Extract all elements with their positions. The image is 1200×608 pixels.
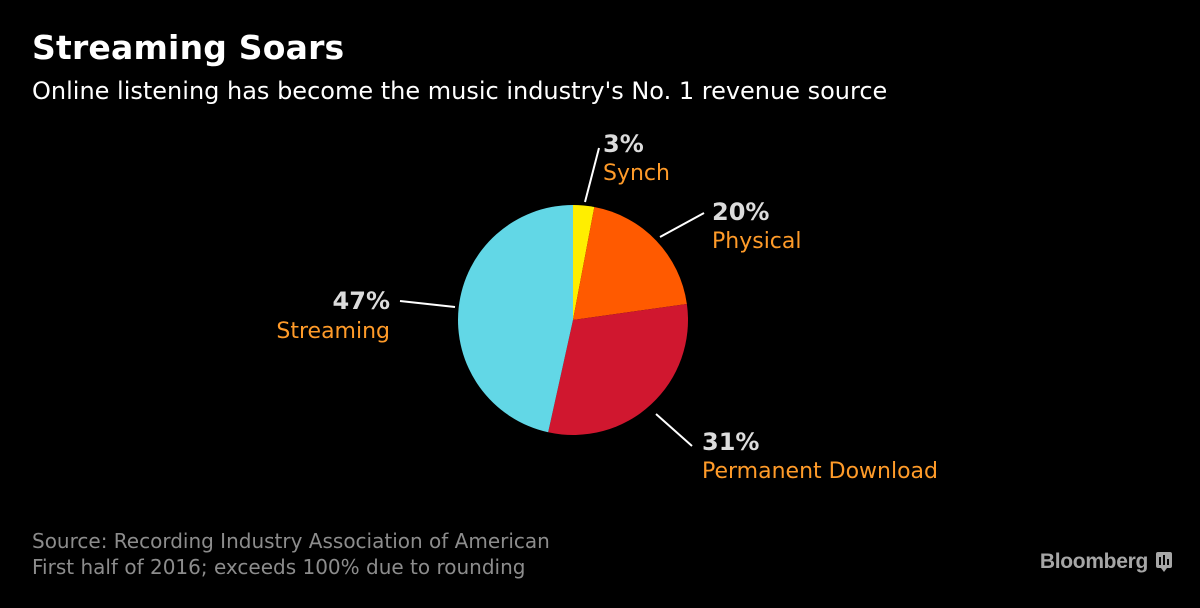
leader-line-streaming xyxy=(399,300,456,308)
pie-slice-synch xyxy=(573,205,595,320)
pie-slice-permanent-download xyxy=(548,303,688,435)
bloomberg-terminal-icon xyxy=(1156,552,1172,572)
footnote-line: First half of 2016; exceeds 100% due to … xyxy=(32,555,526,579)
category-label-physical: Physical xyxy=(712,229,802,254)
category-label-streaming: Streaming xyxy=(276,319,390,344)
source-line: Source: Recording Industry Association o… xyxy=(32,529,550,553)
value-label-permanent-download: 31% xyxy=(702,428,759,456)
leader-line-physical xyxy=(659,212,705,238)
brand-logo-text: Bloomberg xyxy=(1039,550,1148,573)
chart-title: Streaming Soars xyxy=(32,28,345,67)
pie-slice-streaming xyxy=(458,205,573,433)
leader-line-synch xyxy=(584,147,600,203)
category-label-permanent-download: Permanent Download xyxy=(702,459,938,484)
pie-slices xyxy=(458,205,688,435)
pie-slice-physical xyxy=(573,206,687,320)
leader-line-permanent-download xyxy=(655,413,693,447)
category-label-synch: Synch xyxy=(603,161,670,186)
source-note: Source: Recording Industry Association o… xyxy=(32,528,550,580)
chart-subtitle: Online listening has become the music in… xyxy=(32,77,888,105)
slice-labels: 3% Synch 20% Physical 31% Permanent Download 4… xyxy=(276,130,938,484)
brand: Bloomberg xyxy=(1040,550,1172,574)
value-label-synch: 3% xyxy=(603,130,644,158)
value-label-physical: 20% xyxy=(712,198,769,226)
value-label-streaming: 47% xyxy=(333,287,390,315)
leader-lines xyxy=(399,147,705,447)
